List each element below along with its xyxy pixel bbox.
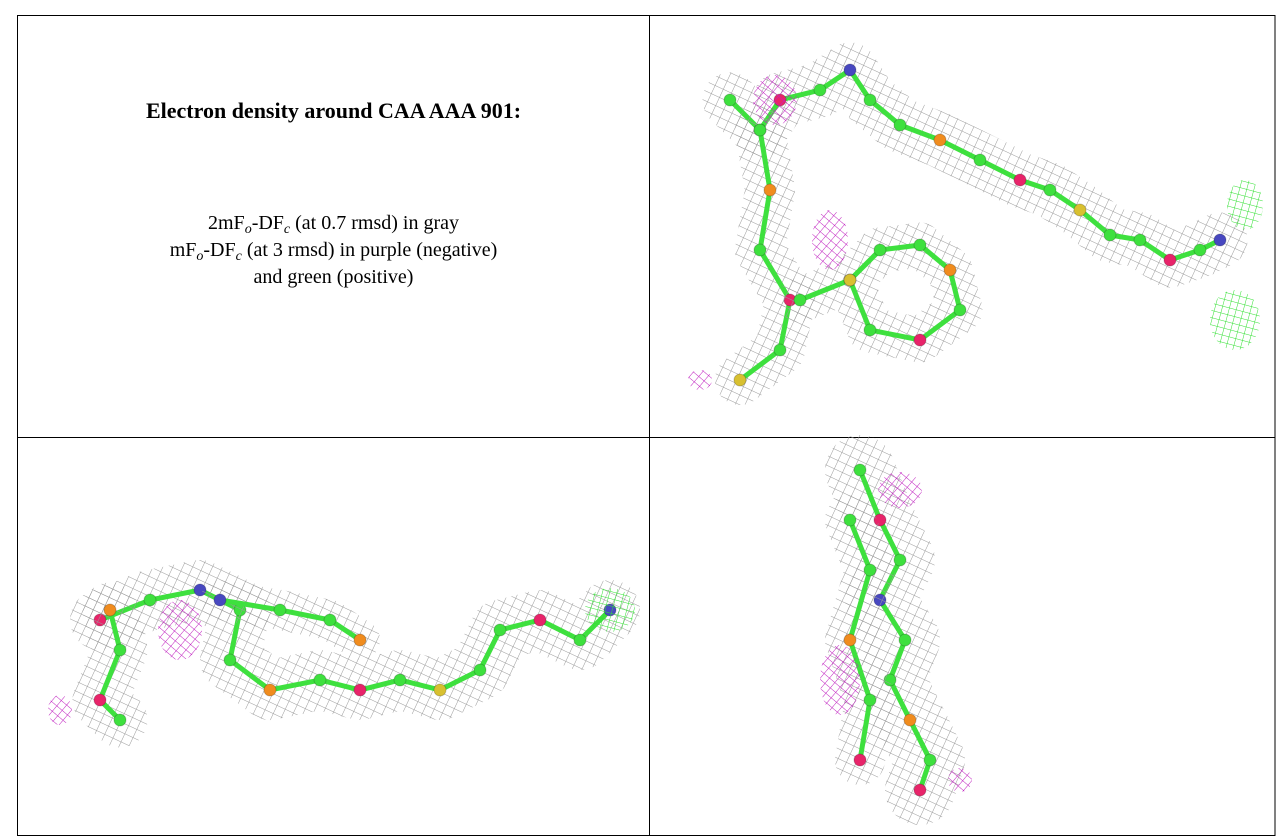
table-borders <box>17 15 1275 836</box>
molecule-renderings <box>48 64 1263 796</box>
caption-line: 2mFo-DFc (at 0.7 rmsd) in gray <box>18 210 649 237</box>
text-run: -DF <box>252 212 284 234</box>
atom <box>954 304 966 316</box>
atom <box>574 634 586 646</box>
atom <box>944 264 956 276</box>
text-run: (at 0.7 rmsd) in gray <box>290 212 459 234</box>
atom <box>1164 254 1176 266</box>
difference-density <box>688 370 712 390</box>
atom <box>324 614 336 626</box>
difference-density <box>158 600 202 660</box>
atom <box>264 684 276 696</box>
atom <box>534 614 546 626</box>
atom <box>974 154 986 166</box>
caption-line: and green (positive) <box>18 264 649 291</box>
atom <box>104 604 116 616</box>
atom <box>314 674 326 686</box>
text-run: (at 3 rmsd) in purple (negative) <box>242 239 497 261</box>
atom <box>794 294 806 306</box>
atom <box>854 754 866 766</box>
subscript: o <box>245 222 252 237</box>
atom <box>844 514 856 526</box>
atom <box>1104 229 1116 241</box>
atom <box>774 344 786 356</box>
difference-density <box>48 695 72 725</box>
atom <box>764 184 776 196</box>
caption-line: mFo-DFc (at 3 rmsd) in purple (negative) <box>18 237 649 264</box>
atom <box>214 594 226 606</box>
atom <box>844 64 856 76</box>
atom <box>354 684 366 696</box>
atom <box>934 134 946 146</box>
difference-density <box>753 75 797 125</box>
atom <box>224 654 236 666</box>
atom <box>754 244 766 256</box>
atom <box>904 714 916 726</box>
atom <box>724 94 736 106</box>
atom <box>274 604 286 616</box>
atom <box>864 324 876 336</box>
atom <box>864 94 876 106</box>
atom <box>894 119 906 131</box>
difference-density <box>1227 180 1263 230</box>
atom <box>914 239 926 251</box>
atom <box>864 564 876 576</box>
atom <box>894 554 906 566</box>
atom <box>844 274 856 286</box>
atom <box>754 124 766 136</box>
difference-density <box>585 588 635 632</box>
page: Electron density around CAA AAA 901: 2mF… <box>0 0 1276 839</box>
atom <box>1074 204 1086 216</box>
atom <box>434 684 446 696</box>
text-run: 2mF <box>208 212 245 234</box>
atom <box>1194 244 1206 256</box>
difference-density <box>948 768 972 792</box>
atom <box>1134 234 1146 246</box>
atom <box>474 664 486 676</box>
caption-title: Electron density around CAA AAA 901: <box>18 98 649 124</box>
figure-table <box>0 0 1276 839</box>
atom <box>814 84 826 96</box>
difference-density <box>820 645 860 715</box>
atom <box>394 674 406 686</box>
atom <box>734 374 746 386</box>
atom <box>1214 234 1226 246</box>
difference-density <box>878 472 922 508</box>
text-run: -DF <box>203 239 235 261</box>
atom <box>494 624 506 636</box>
atom <box>144 594 156 606</box>
atom <box>1014 174 1026 186</box>
atom <box>874 244 886 256</box>
atom <box>1044 184 1056 196</box>
atom <box>924 754 936 766</box>
atom <box>114 644 126 656</box>
atom <box>914 784 926 796</box>
atom <box>844 634 856 646</box>
density-mesh <box>730 70 1220 260</box>
difference-density <box>1210 290 1260 350</box>
atom <box>854 464 866 476</box>
atom <box>94 694 106 706</box>
atom <box>914 334 926 346</box>
atom <box>354 634 366 646</box>
atom <box>864 694 876 706</box>
atom <box>899 634 911 646</box>
text-run: and green (positive) <box>254 266 414 288</box>
text-run: mF <box>170 239 197 261</box>
atom <box>114 714 126 726</box>
difference-density <box>812 210 848 270</box>
